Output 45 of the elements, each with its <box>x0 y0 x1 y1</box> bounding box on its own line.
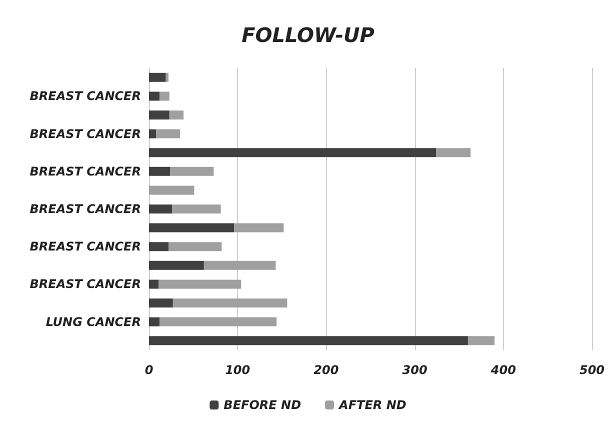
bar <box>234 223 284 232</box>
bar <box>149 72 166 82</box>
y-tick-label: LUNG CANCER <box>46 314 141 329</box>
bar <box>166 72 168 82</box>
bar <box>149 148 436 158</box>
bar <box>149 298 173 308</box>
bar <box>160 317 277 326</box>
y-tick-label: BREAST CANCER <box>30 164 141 178</box>
bar <box>172 204 221 214</box>
y-tick-label: BREAST CANCER <box>30 89 141 104</box>
bar <box>149 260 204 270</box>
bar <box>468 336 495 346</box>
bar <box>149 92 160 101</box>
y-tick-label: BREAST CANCER <box>30 202 141 216</box>
bar <box>149 186 194 195</box>
chart-title: FOLLOW-UP <box>242 23 375 47</box>
bar <box>149 166 170 176</box>
bar <box>149 242 168 252</box>
bar <box>149 129 156 138</box>
bar <box>156 129 180 138</box>
bar <box>160 92 170 101</box>
bar <box>169 110 184 120</box>
y-tick-label: BREAST CANCER <box>30 126 141 141</box>
bar <box>158 280 242 289</box>
x-tick-label: 400 <box>490 363 516 377</box>
x-tick-label: 300 <box>402 363 428 377</box>
bar <box>149 317 160 326</box>
bar <box>170 166 214 176</box>
legend-label: BEFORE ND <box>224 398 302 412</box>
y-tick-label: BREAST CANCER <box>30 240 141 254</box>
legend-label: AFTER ND <box>338 398 406 412</box>
bar <box>172 298 288 308</box>
x-tick-label: 200 <box>314 363 339 377</box>
bar <box>149 223 234 232</box>
bar <box>204 260 276 270</box>
bar <box>149 336 468 346</box>
bar <box>436 148 471 158</box>
x-tick-label: 0 <box>144 363 154 377</box>
bar <box>168 242 222 252</box>
y-tick-label: BREAST CANCER <box>30 277 141 292</box>
x-tick-label: 100 <box>225 363 250 377</box>
bar <box>149 110 170 120</box>
x-tick-label: 500 <box>579 363 605 377</box>
bar <box>149 204 172 214</box>
bar <box>149 280 159 289</box>
